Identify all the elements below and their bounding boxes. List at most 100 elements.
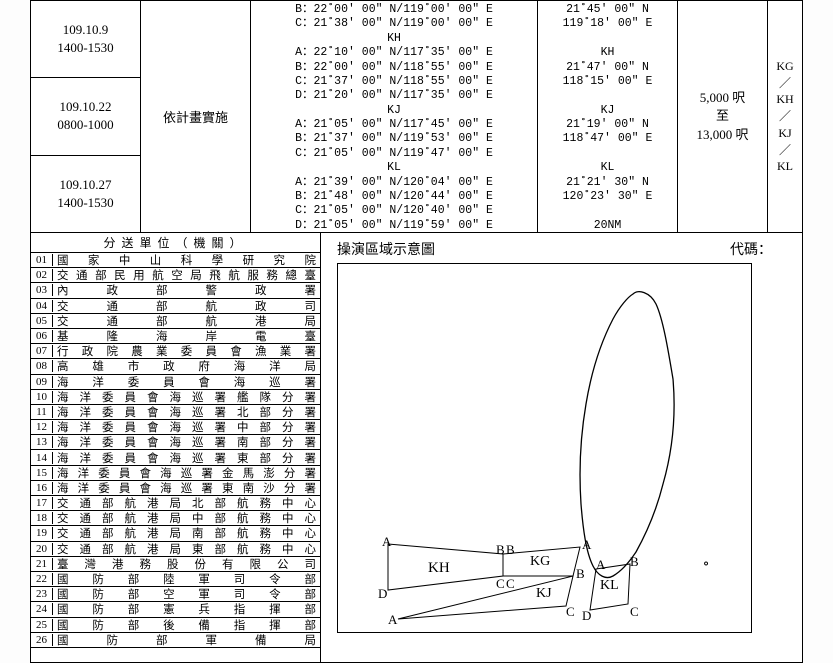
agency-num: 23 — [31, 588, 53, 600]
agency-num: 22 — [31, 573, 53, 585]
agency-name: 海洋委員會海巡署中部分署 — [53, 419, 320, 435]
agency-num: 13 — [31, 436, 53, 448]
altitude-column: 5,000 呎 至 13,000 呎 — [678, 1, 768, 232]
agency-row: 13海洋委員會海巡署南部分署 — [31, 435, 320, 450]
agency-num: 04 — [31, 300, 53, 312]
document-sheet: 109.10.91400-1530 109.10.220800-1000 109.1… — [30, 0, 803, 663]
agency-row: 02交通部民用航空局飛航服務總臺 — [31, 268, 320, 283]
agency-name: 海洋委員會海巡署艦隊分署 — [53, 389, 320, 405]
agency-row: 21臺灣港務股份有限公司 — [31, 557, 320, 572]
map-title: 操演區域示意圖 — [337, 239, 435, 259]
agency-name: 基隆海岸電臺 — [53, 328, 320, 344]
zone-label-kl: KL — [600, 578, 619, 594]
taiwan-outline — [580, 292, 674, 578]
agency-name: 交通部航港局北部航務中心 — [53, 495, 320, 511]
vertex-a3: A — [388, 612, 397, 628]
agency-row: 19交通部航港局南部航務中心 — [31, 526, 320, 541]
zone-label-kg: KG — [530, 554, 550, 570]
agency-name: 交通部航港局東部航務中心 — [53, 541, 320, 557]
agency-name: 海洋委員會海巡署金馬澎分署 — [53, 465, 320, 481]
agency-name: 行政院農業委員會漁業署 — [53, 343, 320, 359]
code-item: KL — [777, 158, 793, 175]
agency-num: 03 — [31, 284, 53, 296]
agency-num: 15 — [31, 467, 53, 479]
agency-num: 21 — [31, 558, 53, 570]
upper-table: 109.10.91400-1530 109.10.220800-1000 109.1… — [31, 1, 802, 233]
vertex-b3: B — [576, 566, 585, 582]
agency-name: 交通部航港局中部航務中心 — [53, 510, 320, 526]
vertex-d: D — [378, 586, 387, 602]
agency-name: 國家中山科學研究院 — [53, 252, 320, 268]
agency-num: 01 — [31, 254, 53, 266]
agency-name: 國防部後備指揮部 — [53, 617, 320, 633]
coordinates-column: B：22˚00′ 00″ N/119˚00′ 00″ E C：21˚38′ 00… — [251, 1, 538, 232]
map-box: A B C D KH B A C KG A B C KJ A — [337, 263, 752, 633]
agency-num: 09 — [31, 376, 53, 388]
agency-name: 交通部航港局南部航務中心 — [53, 525, 320, 541]
code-item: KH — [776, 91, 793, 108]
agency-row: 17交通部航港局北部航務中心 — [31, 496, 320, 511]
agency-name: 國防部軍備局 — [53, 632, 320, 648]
vertex-d4: D — [582, 608, 591, 624]
date-value: 109.10.27 — [60, 176, 112, 194]
vertex-b: B — [496, 542, 505, 558]
vertex-a4: A — [596, 557, 605, 573]
agency-row: 11海洋委員會海巡署北部分署 — [31, 405, 320, 420]
page: 109.10.91400-1530 109.10.220800-1000 109.1… — [0, 0, 833, 663]
map-title-row: 操演區域示意圖 代碼： — [331, 239, 792, 263]
agency-name: 內政部警政署 — [53, 282, 320, 298]
agency-num: 24 — [31, 603, 53, 615]
vertex-c3: C — [566, 604, 575, 620]
agency-name: 海洋委員會海巡署東南沙分署 — [53, 480, 320, 496]
map-svg — [338, 264, 753, 634]
time-value: 0800-1000 — [57, 116, 113, 134]
code-item: ／ — [779, 108, 791, 125]
agency-row: 03內政部警政署 — [31, 283, 320, 298]
vertex-a2: A — [582, 537, 591, 553]
agency-num: 08 — [31, 360, 53, 372]
code-item: KJ — [778, 125, 791, 142]
agency-num: 10 — [31, 391, 53, 403]
code-item: KG — [776, 58, 793, 75]
vertex-c: C — [496, 576, 505, 592]
vertex-b2: B — [506, 542, 515, 558]
map-area: 操演區域示意圖 代碼： A B C D — [321, 233, 802, 662]
agency-row: 26國防部軍備局 — [31, 633, 320, 648]
vertex-a: A — [382, 534, 391, 550]
agency-num: 07 — [31, 345, 53, 357]
agency-num: 19 — [31, 527, 53, 539]
agency-row: 22國防部陸軍司令部 — [31, 572, 320, 587]
agency-num: 25 — [31, 619, 53, 631]
date-value: 109.10.22 — [60, 98, 112, 116]
date-cell: 109.10.91400-1530 — [31, 1, 141, 77]
agency-num: 02 — [31, 269, 53, 281]
agency-row: 08高雄市政府海洋局 — [31, 359, 320, 374]
agency-num: 16 — [31, 482, 53, 494]
agency-num: 14 — [31, 452, 53, 464]
zone-label-kh: KH — [428, 560, 450, 577]
agency-row: 20交通部航港局東部航務中心 — [31, 542, 320, 557]
vertex-b4: B — [630, 554, 639, 570]
agency-num: 20 — [31, 543, 53, 555]
agency-num: 26 — [31, 634, 53, 646]
agency-name: 交通部航政司 — [53, 298, 320, 314]
agency-row: 18交通部航港局中部航務中心 — [31, 511, 320, 526]
date-cell: 109.10.271400-1530 — [31, 155, 141, 232]
alt-1: 5,000 呎 — [700, 89, 746, 107]
code-item: ／ — [779, 142, 791, 159]
agency-row: 04交通部航政司 — [31, 299, 320, 314]
date-column: 109.10.91400-1530 109.10.220800-1000 109.1… — [31, 1, 141, 232]
agency-row: 23國防部空軍司令部 — [31, 587, 320, 602]
distribution-header: 分送單位（機關） — [31, 233, 320, 253]
agency-name: 海洋委員會海巡署南部分署 — [53, 434, 320, 450]
date-value: 109.10.9 — [63, 21, 109, 39]
agency-row: 01國家中山科學研究院 — [31, 253, 320, 268]
plan-text: 依計畫實施 — [163, 107, 228, 126]
agency-name: 國防部憲兵指揮部 — [53, 601, 320, 617]
agency-num: 17 — [31, 497, 53, 509]
islet — [705, 562, 708, 565]
agency-row: 25國防部後備指揮部 — [31, 618, 320, 633]
time-value: 1400-1530 — [57, 39, 113, 57]
agency-name: 海洋委員會海巡署 — [53, 374, 320, 390]
agency-row: 24國防部憲兵指揮部 — [31, 602, 320, 617]
